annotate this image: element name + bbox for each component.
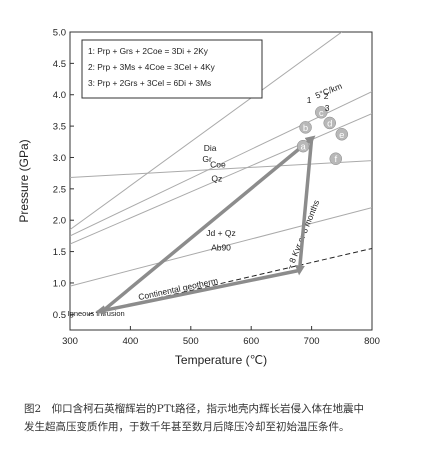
y-tick-label: 5.0 [53,28,66,39]
y-tick-label: 1.0 [53,278,66,289]
x-tick-label: 400 [122,336,138,347]
x-tick-label: 300 [62,336,78,347]
legend-box [81,39,263,99]
y-tick-label: 1.5 [53,247,66,258]
y-tick-label: 3.5 [53,122,66,133]
phase-label: Jd + Qz [206,228,236,238]
caption-line-1: 图2 仰口含柯石英榴辉岩的PTt路径，指示地壳内辉长岩侵入体在地震中 [24,403,364,415]
x-tick-label: 500 [183,336,199,347]
sample-point-label: d [327,118,332,129]
plot-area: 300 400 500 600 700 800 0.5 1.0 1.5 2.0 2.5 3.0 3.5 4… [17,28,380,368]
sample-point [329,152,343,165]
sample-point [299,121,312,134]
ptt-path-segment [104,135,316,310]
phase-label: Gr [202,154,212,164]
plot-frame [69,31,373,331]
sample-point [323,116,336,130]
x-tick-label: 600 [243,336,259,347]
ptt-path [95,135,316,316]
x-axis-label: Temperature (℃) [175,353,267,367]
y-tick-label: 4.5 [53,59,66,70]
reaction-number: 2 [324,91,329,101]
y-tick-label: 4.0 [53,90,66,101]
reaction-number: 3 [325,103,330,113]
phase-label: Qz [211,173,222,183]
caption-line-2: 发生超高压变质作用，于数千年甚至数月后降压冷却至初始温压条件。 [24,421,350,433]
y-tick-label: 2.5 [53,184,66,195]
legend-entry: 2: Prp + 3Ms + 4Coe = 3Cel + 4Ky [88,62,216,72]
sample-point [315,106,328,119]
x-tick-label: 800 [364,336,380,347]
y-axis-label: Pressure (GPa) [17,139,31,222]
reaction-line [70,160,372,179]
phase-label: Ab90 [211,242,231,252]
phase-label: Coe [210,160,226,170]
sample-point-label: e [339,130,344,141]
reaction-line [70,32,343,231]
legend-entry: 1: Prp + Grs + 2Coe = 3Di + 2Ky [88,46,209,56]
phase-label: Igneous intrusion [68,309,125,318]
y-tick-label: 2.0 [53,216,66,227]
figure-caption: 图2 仰口含柯石英榴辉岩的PTt路径，指示地壳内辉长岩侵入体在地震中 发生超高压… [24,400,416,436]
sample-point-label: c [319,108,324,119]
reaction-line [70,113,372,245]
y-tick-label: 3.0 [53,153,66,164]
sample-point [296,139,310,153]
reaction-line [70,207,372,287]
sample-point-label: f [334,154,337,165]
sample-point-label: b [303,123,308,134]
y-tick-label: 0.5 [53,310,66,321]
legend-entry: 3: Prp + 2Grs + 3Cel = 6Di + 3Ms [88,78,211,88]
phase-label: Dia [204,143,217,153]
sample-point [335,128,349,141]
reaction-number: 1 [307,95,312,105]
ptt-path-segment [95,268,302,316]
sample-point-label: a [300,142,306,153]
phase-label: 5°C/km [314,81,344,101]
ptt-path-segment [294,136,314,276]
x-tick-label: 700 [304,336,320,347]
